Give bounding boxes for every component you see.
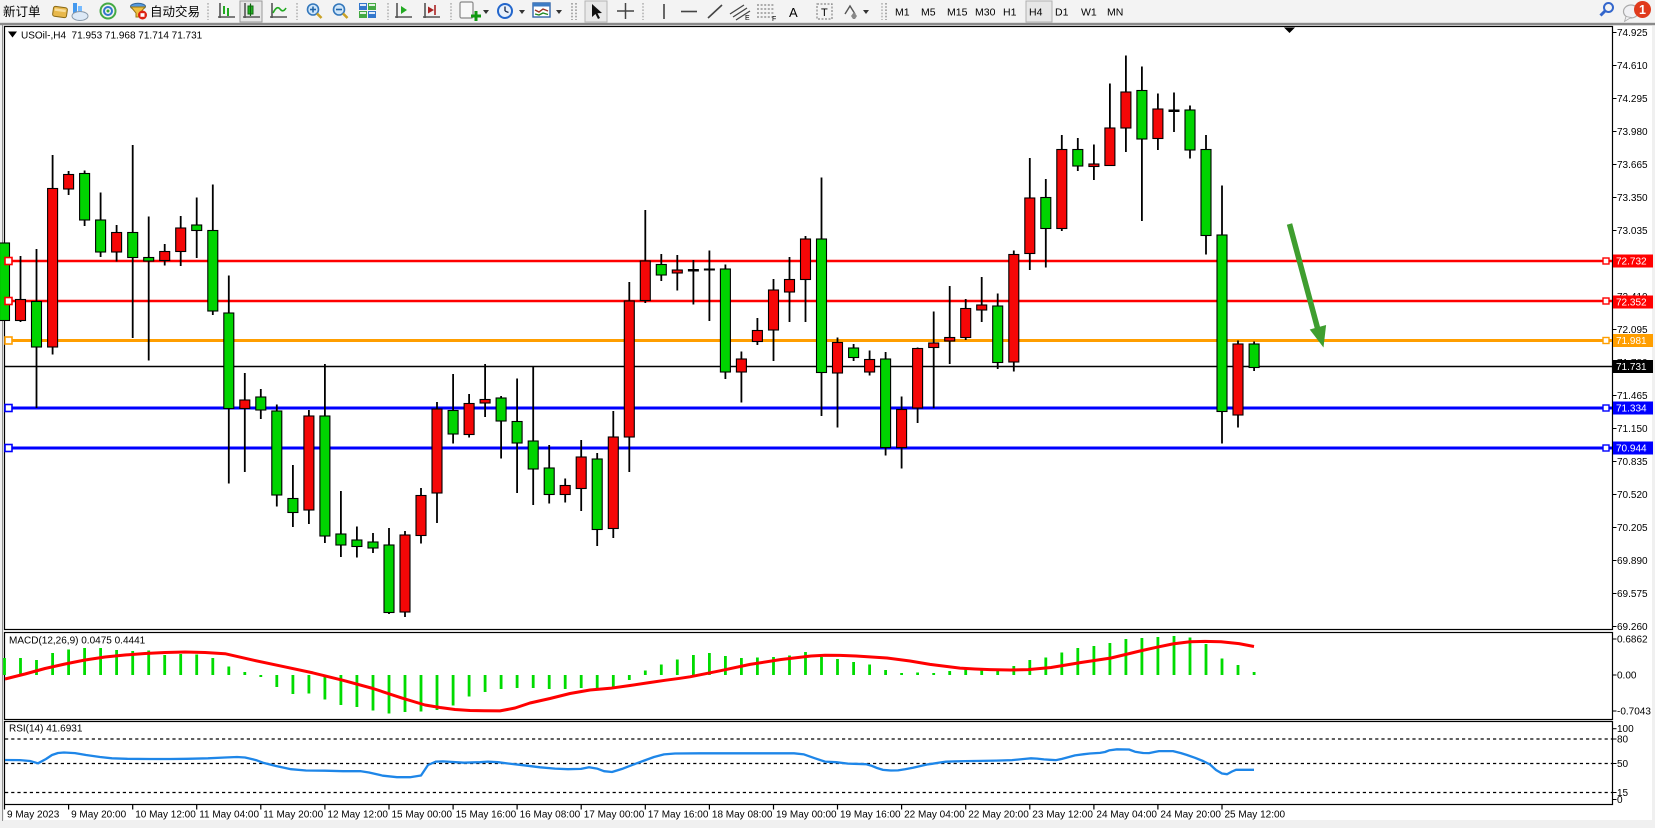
- svg-text:71.150: 71.150: [1617, 424, 1648, 435]
- svg-text:F: F: [772, 16, 776, 23]
- svg-text:17 May 00:00: 17 May 00:00: [584, 810, 645, 821]
- svg-text:74.925: 74.925: [1617, 28, 1648, 39]
- svg-text:24 May 20:00: 24 May 20:00: [1160, 810, 1221, 821]
- svg-text:1: 1: [1639, 3, 1646, 17]
- svg-text:10 May 12:00: 10 May 12:00: [135, 810, 196, 821]
- svg-text:24 May 04:00: 24 May 04:00: [1096, 810, 1157, 821]
- svg-text:9 May 20:00: 9 May 20:00: [71, 810, 126, 821]
- svg-text:0: 0: [1617, 795, 1623, 806]
- svg-text:18 May 08:00: 18 May 08:00: [712, 810, 773, 821]
- svg-text:74.610: 74.610: [1617, 61, 1648, 72]
- svg-text:0.00: 0.00: [1617, 671, 1637, 682]
- svg-text:M15: M15: [947, 7, 968, 19]
- svg-text:72.352: 72.352: [1616, 298, 1647, 309]
- svg-text:71.731: 71.731: [1616, 362, 1647, 373]
- svg-text:71.465: 71.465: [1617, 391, 1648, 402]
- svg-text:22 May 04:00: 22 May 04:00: [904, 810, 965, 821]
- svg-text:E: E: [745, 15, 750, 22]
- svg-text:70.205: 70.205: [1617, 523, 1648, 534]
- svg-text:74.295: 74.295: [1617, 94, 1648, 105]
- svg-text:D1: D1: [1055, 7, 1069, 19]
- svg-text:69.890: 69.890: [1617, 556, 1648, 567]
- svg-text:W1: W1: [1081, 7, 1097, 19]
- svg-text:69.260: 69.260: [1617, 622, 1648, 633]
- svg-text:11 May 04:00: 11 May 04:00: [199, 810, 259, 821]
- svg-text:15 May 16:00: 15 May 16:00: [456, 810, 517, 821]
- svg-text:70.520: 70.520: [1617, 490, 1648, 501]
- svg-text:72.095: 72.095: [1617, 325, 1648, 336]
- svg-text:0.6862: 0.6862: [1617, 635, 1648, 646]
- svg-text:15 May 00:00: 15 May 00:00: [392, 810, 453, 821]
- svg-text:9 May 2023: 9 May 2023: [7, 810, 60, 821]
- svg-text:MN: MN: [1107, 7, 1123, 19]
- svg-text:11 May 20:00: 11 May 20:00: [263, 810, 323, 821]
- svg-text:100: 100: [1617, 724, 1634, 735]
- svg-text:50: 50: [1617, 759, 1629, 770]
- svg-text:22 May 20:00: 22 May 20:00: [968, 810, 1029, 821]
- svg-text:71.981: 71.981: [1616, 336, 1647, 347]
- svg-text:RSI(14) 41.6931: RSI(14) 41.6931: [9, 724, 83, 735]
- svg-text:73.035: 73.035: [1617, 226, 1648, 237]
- svg-text:新订单: 新订单: [3, 4, 41, 19]
- svg-text:73.980: 73.980: [1617, 127, 1648, 138]
- svg-text:M5: M5: [921, 7, 936, 19]
- svg-text:16 May 08:00: 16 May 08:00: [520, 810, 581, 821]
- svg-text:M1: M1: [895, 7, 910, 19]
- svg-text:T: T: [821, 7, 828, 19]
- svg-text:M30: M30: [975, 7, 996, 19]
- svg-text:MACD(12,26,9) 0.0475 0.4441: MACD(12,26,9) 0.0475 0.4441: [9, 636, 146, 647]
- svg-text:72.732: 72.732: [1616, 257, 1647, 268]
- svg-text:69.575: 69.575: [1617, 589, 1648, 600]
- svg-text:自动交易: 自动交易: [150, 4, 200, 19]
- svg-text:73.350: 73.350: [1617, 193, 1648, 204]
- svg-text:H1: H1: [1003, 7, 1017, 19]
- svg-text:17 May 16:00: 17 May 16:00: [648, 810, 709, 821]
- svg-text:80: 80: [1617, 735, 1629, 746]
- svg-text:19 May 00:00: 19 May 00:00: [776, 810, 837, 821]
- svg-text:25 May 12:00: 25 May 12:00: [1225, 810, 1286, 821]
- svg-text:-0.7043: -0.7043: [1617, 707, 1651, 718]
- svg-text:USOil-,H4 71.953 71.968 71.71: USOil-,H4 71.953 71.968 71.714 71.731: [21, 31, 203, 42]
- svg-text:70.835: 70.835: [1617, 457, 1648, 468]
- svg-text:19 May 16:00: 19 May 16:00: [840, 810, 901, 821]
- svg-text:A: A: [789, 5, 798, 20]
- svg-text:70.944: 70.944: [1616, 444, 1647, 455]
- svg-text:12 May 12:00: 12 May 12:00: [327, 810, 388, 821]
- svg-text:73.665: 73.665: [1617, 160, 1648, 171]
- svg-text:23 May 12:00: 23 May 12:00: [1032, 810, 1093, 821]
- svg-text:71.334: 71.334: [1616, 404, 1647, 415]
- svg-text:15: 15: [1617, 788, 1629, 799]
- svg-text:H4: H4: [1029, 7, 1043, 19]
